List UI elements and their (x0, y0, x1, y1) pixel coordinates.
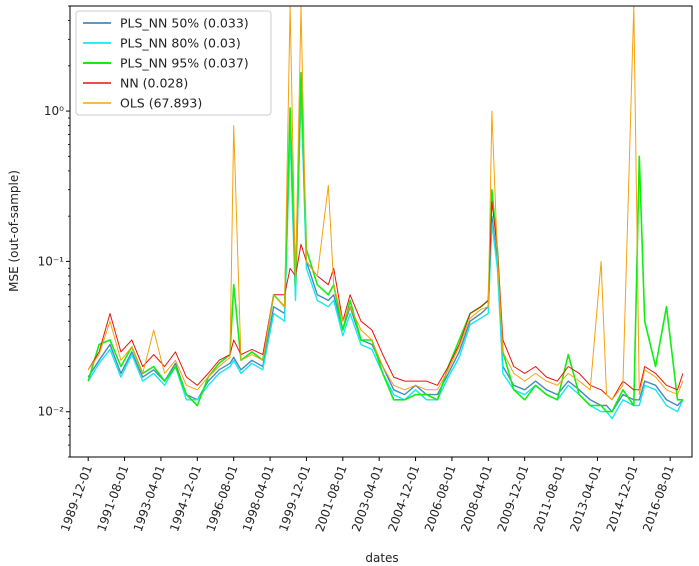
legend-label-4: OLS (67.893) (120, 96, 202, 111)
x-tick-label: 2011-08-01 (531, 463, 568, 533)
x-tick-label: 2003-04-01 (349, 463, 386, 533)
y-tick-label: 10⁰ (44, 104, 64, 118)
legend-label-3: NN (0.028) (120, 76, 188, 91)
y-axis: 10⁻² 10⁻¹ 10⁰ (38, 5, 70, 458)
x-axis-label: dates (365, 551, 398, 565)
legend-box (75, 10, 272, 116)
x-tick-label: 1996-08-01 (203, 463, 240, 533)
legend-label-2: PLS_NN 95% (0.037) (120, 56, 249, 71)
x-tick-label: 2016-08-01 (640, 463, 677, 533)
y-axis-label: MSE (out-of-sample) (7, 170, 21, 292)
series-line-3 (87, 201, 684, 401)
legend-label-1: PLS_NN 80% (0.03) (120, 36, 241, 51)
x-tick-label: 2014-12-01 (604, 463, 641, 533)
x-tick-label: 2004-12-01 (385, 463, 422, 533)
y-tick-label: 10⁻² (38, 405, 65, 419)
x-tick-label: 1991-08-01 (94, 463, 131, 533)
x-tick-label: 1994-12-01 (167, 463, 204, 533)
plot-frame (69, 5, 693, 458)
x-tick-label: 2008-04-01 (458, 463, 495, 533)
series-line-4 (87, 6, 684, 401)
legend-label-0: PLS_NN 50% (0.033) (120, 16, 249, 31)
y-tick-label: 10⁻¹ (38, 254, 65, 268)
x-tick-label: 1998-04-01 (240, 463, 277, 533)
legend: PLS_NN 50% (0.033) PLS_NN 80% (0.03) PLS_N… (75, 10, 272, 116)
series-line-2 (87, 71, 683, 413)
x-tick-label: 2013-04-01 (567, 463, 604, 533)
x-tick-label: 1993-04-01 (131, 463, 168, 533)
x-axis: 1989-12-01 1991-08-01 1993-04-01 1994-12-01… (58, 457, 677, 534)
x-tick-label: 2009-12-01 (494, 463, 531, 533)
series-line-0 (87, 83, 684, 413)
x-tick-label: 1989-12-01 (58, 463, 95, 533)
series-layer (87, 6, 684, 420)
x-tick-label: 2001-08-01 (313, 463, 350, 533)
x-tick-label: 2006-08-01 (422, 463, 459, 533)
x-tick-label: 1999-12-01 (276, 463, 313, 533)
